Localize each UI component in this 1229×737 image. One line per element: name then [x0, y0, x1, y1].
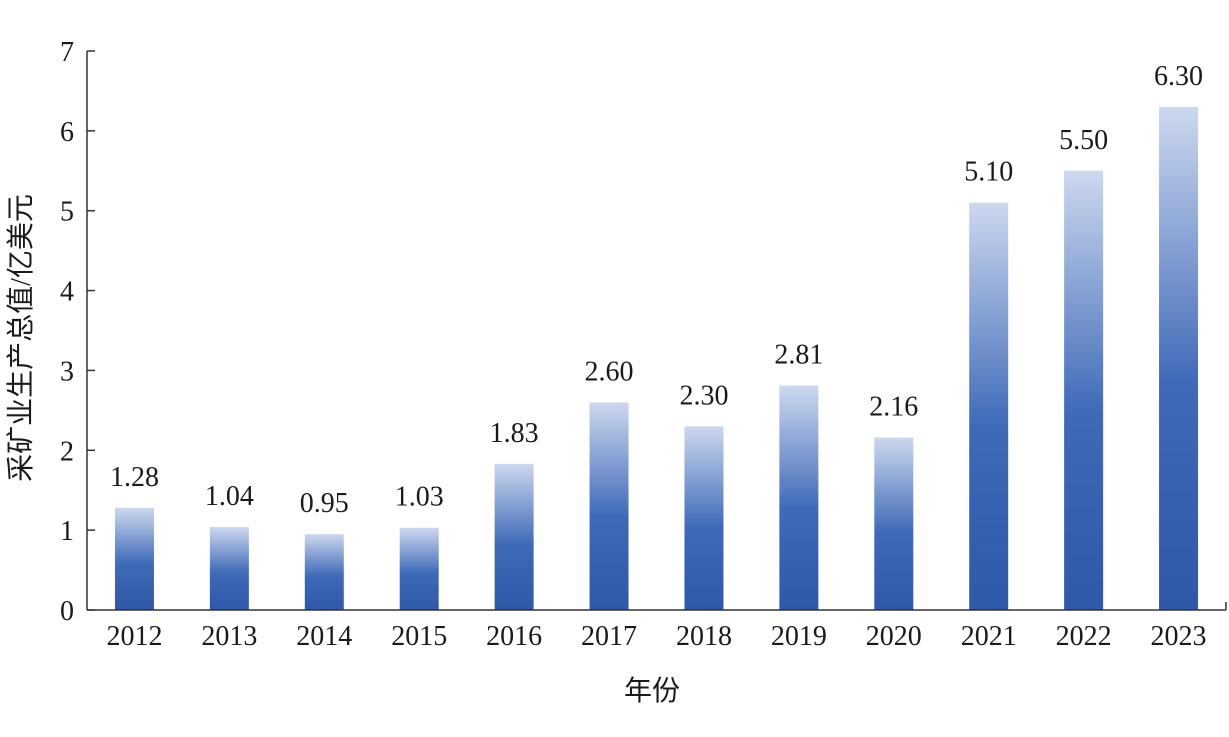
bars-layer	[114, 106, 1199, 611]
x-tick-label-2014: 2014	[296, 621, 352, 652]
y-tick-label-1: 1	[60, 516, 74, 547]
bar-2016	[494, 463, 534, 610]
axes-layer	[86, 51, 1227, 611]
x-tick-label-2018: 2018	[676, 621, 732, 652]
bar-2018	[684, 426, 724, 610]
bar-2014	[304, 534, 344, 610]
data-label-2016: 1.83	[490, 418, 539, 449]
x-tick-label-2023: 2023	[1151, 621, 1207, 652]
data-label-2022: 5.50	[1059, 125, 1108, 156]
x-tick-label-2022: 2022	[1056, 621, 1112, 652]
x-tick-label-2015: 2015	[391, 621, 447, 652]
y-tick-label-0: 0	[60, 596, 74, 627]
x-tick-label-2013: 2013	[201, 621, 257, 652]
x-tick-label-2021: 2021	[961, 621, 1017, 652]
y-tick-label-6: 6	[60, 117, 74, 148]
y-tick-label-5: 5	[60, 197, 74, 228]
data-labels-layer: 1.28 1.04 0.95 1.03 1.83 2.60 2.30 2.81 2.16 5.10…	[110, 61, 1203, 519]
bar-2020	[874, 437, 914, 610]
data-label-2020: 2.16	[869, 392, 918, 423]
bar-2013	[209, 526, 249, 610]
y-tick-label-3: 3	[60, 356, 74, 387]
y-tick-label-2: 2	[60, 436, 74, 467]
x-tick-label-2017: 2017	[581, 621, 637, 652]
bar-2015	[399, 527, 439, 610]
x-tick-label-2012: 2012	[106, 621, 162, 652]
data-label-2019: 2.81	[774, 340, 823, 371]
bar-2021	[969, 202, 1009, 610]
bar-2022	[1064, 170, 1104, 611]
bar-2019	[779, 385, 819, 610]
x-axis-title: 年份	[624, 675, 680, 707]
y-axis-title: 采矿业生产总值/亿美元	[5, 194, 37, 482]
y-tick-label-4: 4	[60, 277, 74, 308]
x-tick-label-2016: 2016	[486, 621, 542, 652]
data-label-2013: 1.04	[205, 481, 254, 512]
data-label-2018: 2.30	[679, 380, 728, 411]
x-tick-label-2020: 2020	[866, 621, 922, 652]
x-ticks-layer: 2012 2013 2014 2015 2016 2017 2018 2019 2020 2021…	[106, 621, 1206, 652]
y-tick-label-7: 7	[60, 37, 74, 68]
bar-2017	[589, 402, 629, 610]
data-label-2021: 5.10	[964, 157, 1013, 188]
data-label-2014: 0.95	[300, 488, 349, 519]
data-label-2015: 1.03	[395, 482, 444, 513]
y-ticks-layer: 0 1 2 3 4 5 6 7	[60, 37, 95, 627]
data-label-2017: 2.60	[585, 356, 634, 387]
bar-2012	[114, 507, 154, 610]
data-label-2023: 6.30	[1154, 61, 1203, 92]
x-tick-label-2019: 2019	[771, 621, 827, 652]
bar-2023	[1159, 106, 1199, 611]
data-label-2012: 1.28	[110, 462, 159, 493]
